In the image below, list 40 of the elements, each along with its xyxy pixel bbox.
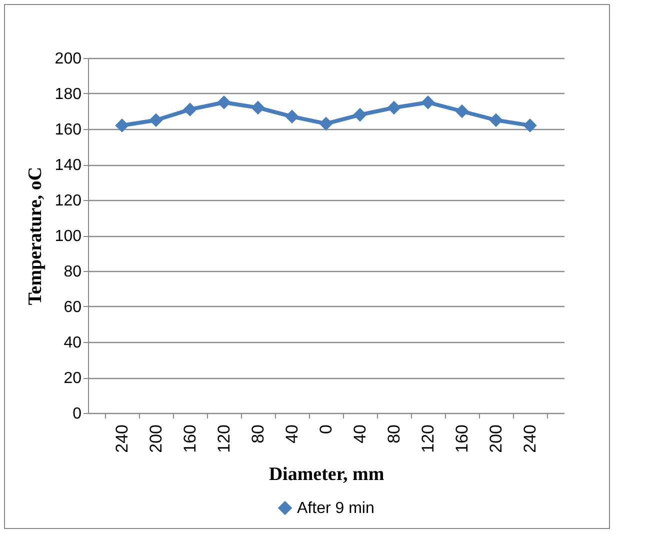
x-tick-label: 0 (316, 424, 336, 434)
y-tick-label: 60 (64, 299, 82, 316)
y-tick-label: 100 (54, 228, 82, 245)
point (319, 116, 333, 131)
point (251, 100, 265, 115)
y-tick-label: 140 (54, 157, 82, 174)
y-tick-label: 160 (54, 122, 82, 138)
x-tick-label: 160 (180, 424, 200, 453)
legend-label: After 9 min (297, 500, 374, 517)
point (285, 110, 299, 124)
point (353, 108, 367, 122)
x-tick-label: 40 (350, 424, 370, 444)
x-tick-label: 160 (452, 424, 472, 453)
x-tick-label: 120 (418, 424, 438, 453)
point (489, 113, 503, 128)
point (421, 95, 435, 110)
point (523, 118, 537, 132)
point (149, 113, 163, 128)
y-tick-label: 0 (72, 406, 82, 422)
x-tick-label: 80 (384, 424, 404, 444)
x-tick-label: 200 (146, 424, 166, 453)
y-tick-label: 180 (54, 86, 82, 103)
x-tick-label: 40 (282, 424, 302, 444)
point (217, 95, 231, 110)
point (115, 118, 129, 132)
x-tick-label: 120 (214, 424, 234, 453)
y-tick-label: 80 (64, 264, 82, 280)
x-tick-label: 80 (248, 424, 268, 444)
x-tick-label: 240 (520, 424, 540, 453)
y-tick-label: 200 (54, 50, 82, 68)
point (387, 100, 401, 115)
y-axis-title: Temperature, oC (24, 166, 46, 306)
y-tick-label: 120 (54, 192, 82, 210)
point (183, 102, 197, 116)
x-axis-title: Diameter, mm (268, 464, 384, 485)
x-tick-label: 200 (486, 424, 506, 453)
x-tick-label: 240 (112, 424, 132, 453)
y-tick-label: 40 (64, 334, 82, 352)
y-tick-label: 20 (64, 370, 82, 387)
point (455, 104, 469, 118)
